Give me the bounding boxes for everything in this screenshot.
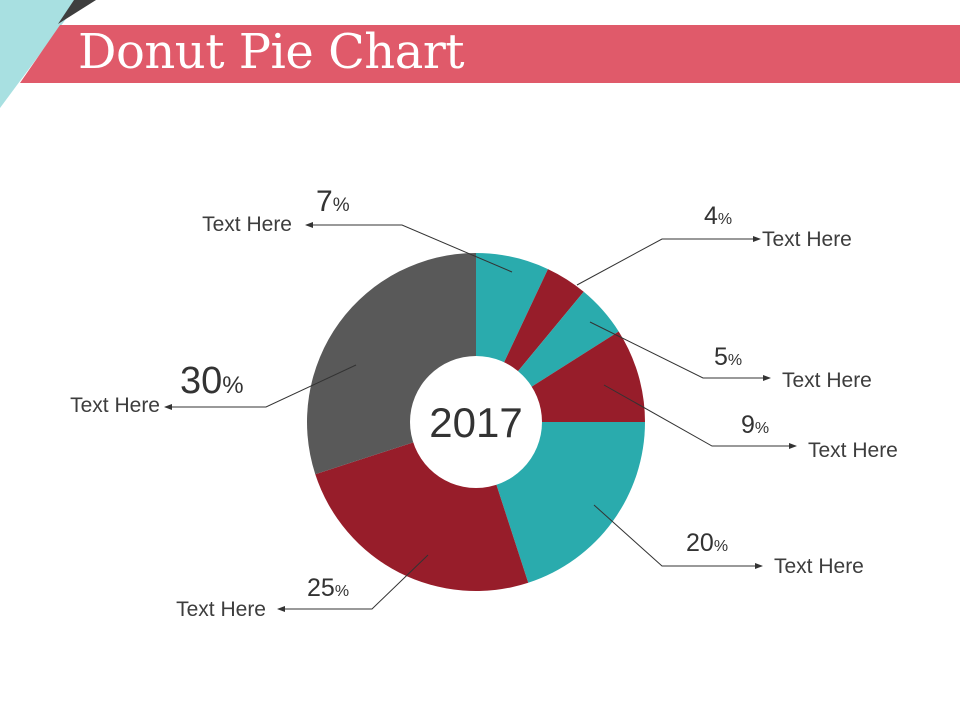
slice-label-6: Text Here — [176, 598, 266, 621]
center-label: 2017 — [429, 399, 522, 446]
callout-line-4 — [603, 384, 797, 449]
callout-line-2 — [576, 236, 761, 286]
callout-line-3 — [589, 321, 771, 381]
title-bar-background — [20, 25, 960, 83]
callout-line-5 — [593, 504, 763, 569]
value-label-5: 20% — [686, 529, 728, 557]
donut-hole — [410, 356, 542, 488]
slice-label-3: Text Here — [782, 369, 872, 392]
value-label-1: 7% — [316, 185, 350, 218]
slice-label-1: Text Here — [202, 213, 292, 236]
value-label-2: 4% — [704, 202, 732, 230]
slice-label-4: Text Here — [808, 439, 898, 462]
title-banner-shapes — [0, 0, 960, 108]
corner-dark-triangle — [58, 0, 96, 24]
value-label-7: 30% — [180, 360, 244, 402]
value-label-3: 5% — [714, 343, 742, 371]
slice-label-5: Text Here — [774, 555, 864, 578]
callout-line-1 — [305, 222, 513, 273]
callout-line-6 — [277, 554, 429, 612]
value-label-4: 9% — [741, 411, 769, 439]
title-banner: Donut Pie Chart — [0, 0, 960, 110]
value-label-6: 25% — [307, 574, 349, 602]
page-title: Donut Pie Chart — [78, 24, 465, 80]
slice-label-2: Text Here — [762, 228, 852, 251]
slice-label-7: Text Here — [70, 394, 160, 417]
callouts: 7% Text Here 4% Text Here 5% Text Here 9% Text … — [70, 185, 898, 621]
callout-line-7 — [164, 364, 357, 410]
